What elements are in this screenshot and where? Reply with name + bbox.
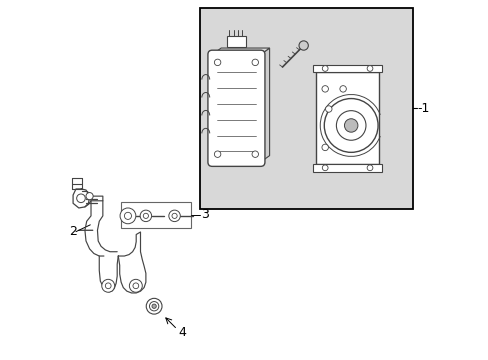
Circle shape <box>129 279 142 292</box>
Circle shape <box>105 283 111 289</box>
Circle shape <box>344 119 357 132</box>
Circle shape <box>86 193 93 200</box>
Circle shape <box>325 106 331 112</box>
Text: 4: 4 <box>178 325 186 338</box>
Circle shape <box>146 298 162 314</box>
Circle shape <box>172 213 177 219</box>
Circle shape <box>321 144 328 150</box>
Circle shape <box>366 165 372 171</box>
Circle shape <box>366 66 372 71</box>
Polygon shape <box>260 48 269 162</box>
Circle shape <box>214 59 221 66</box>
Circle shape <box>168 210 180 222</box>
Circle shape <box>102 279 115 292</box>
Bar <box>313 64 381 72</box>
Circle shape <box>149 302 159 311</box>
Circle shape <box>321 86 328 92</box>
Text: -1: -1 <box>416 102 429 115</box>
Circle shape <box>339 86 346 92</box>
Bar <box>313 164 381 172</box>
Text: 3: 3 <box>201 208 208 221</box>
Circle shape <box>214 151 221 157</box>
Circle shape <box>124 212 131 219</box>
Bar <box>199 8 412 209</box>
Circle shape <box>322 165 327 171</box>
Circle shape <box>77 194 85 203</box>
Circle shape <box>140 210 151 222</box>
Circle shape <box>120 208 136 224</box>
Circle shape <box>251 151 258 157</box>
Circle shape <box>324 99 377 152</box>
FancyBboxPatch shape <box>207 50 264 166</box>
Text: 2: 2 <box>69 225 77 238</box>
Bar <box>316 72 378 164</box>
Circle shape <box>133 283 139 289</box>
Circle shape <box>251 59 258 66</box>
Bar <box>121 202 190 228</box>
Circle shape <box>336 111 365 140</box>
Polygon shape <box>212 48 269 54</box>
Circle shape <box>143 213 148 219</box>
Circle shape <box>152 304 156 309</box>
Circle shape <box>322 66 327 71</box>
Circle shape <box>298 41 308 50</box>
Bar <box>226 36 246 47</box>
